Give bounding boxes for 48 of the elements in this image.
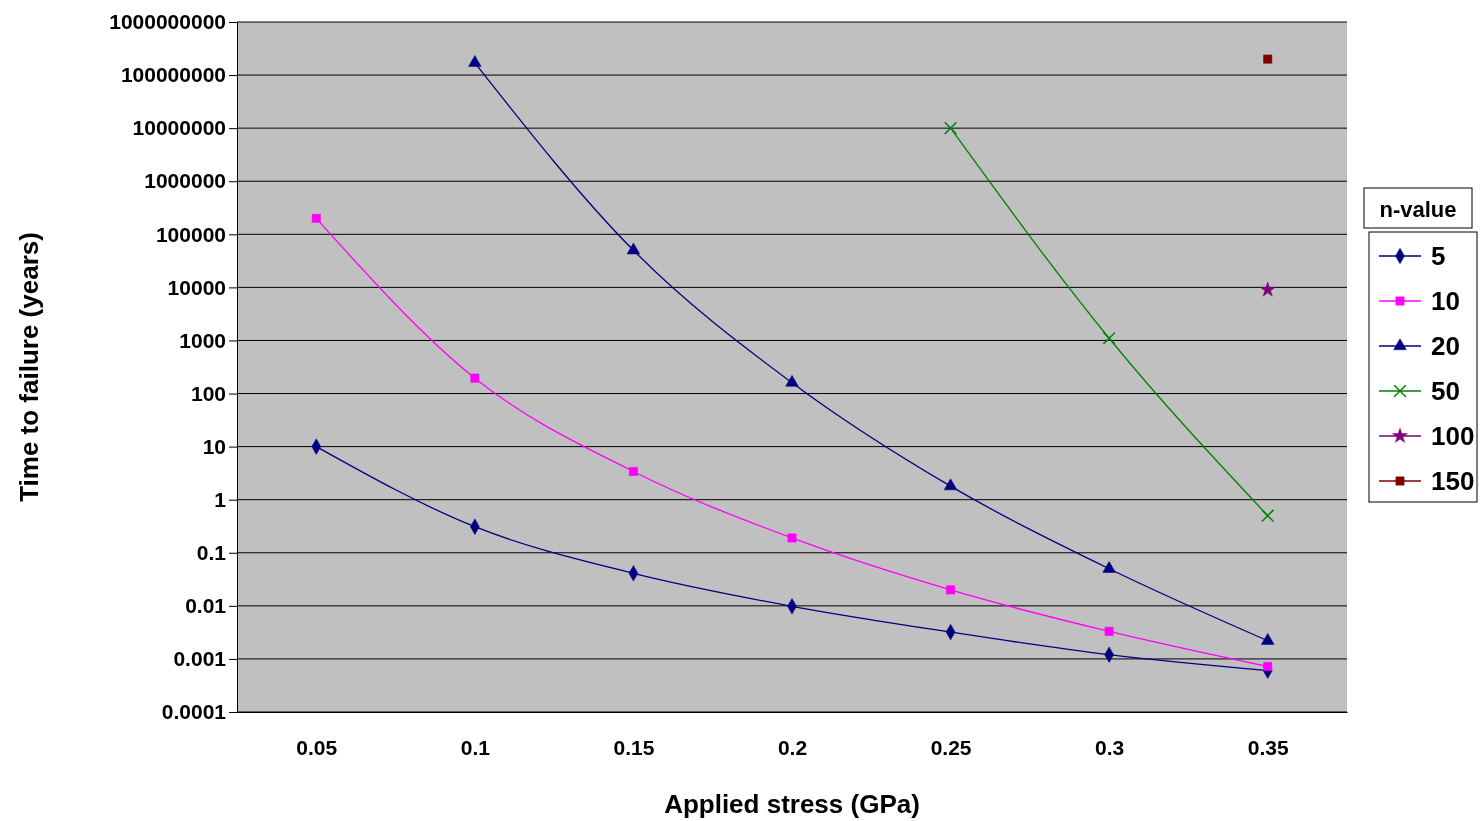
- point: [1104, 626, 1114, 636]
- legend-label: 100: [1431, 421, 1475, 451]
- legend-label: 20: [1431, 331, 1460, 361]
- point: [946, 585, 956, 595]
- x-tick-label: 0.15: [613, 735, 655, 759]
- x-tick-label: 0.3: [1095, 735, 1125, 759]
- x-axis-title: Applied stress (GPa): [664, 789, 920, 819]
- y-tick-label: 1000: [179, 328, 226, 352]
- y-axis-title: Time to failure (years): [14, 232, 44, 502]
- x-tick-label: 0.05: [296, 735, 338, 759]
- point: [787, 533, 797, 543]
- y-tick-label: 10000: [167, 275, 226, 299]
- point: [629, 467, 638, 476]
- legend-title: n-value: [1379, 197, 1457, 222]
- y-tick-label: 0.0001: [161, 700, 227, 724]
- y-tick-label: 0.01: [185, 594, 227, 618]
- point: [1263, 662, 1273, 671]
- point: [944, 121, 958, 135]
- legend-label: 10: [1431, 286, 1460, 316]
- x-tick-label: 0.35: [1247, 735, 1289, 759]
- legend-label: 150: [1431, 466, 1475, 496]
- y-tick-label: 1000000: [144, 169, 226, 193]
- y-tick-label: 10: [202, 434, 226, 458]
- legend-label: 5: [1431, 241, 1446, 271]
- y-tick-label: 0.1: [196, 540, 227, 564]
- point: [943, 478, 958, 491]
- point: [1261, 509, 1275, 523]
- x-tick-label: 0.2: [777, 735, 808, 759]
- legend-label: 50: [1431, 376, 1460, 406]
- point: [626, 242, 641, 255]
- y-tick-label: 10000000: [132, 116, 226, 140]
- y-tick-label: 1000000000: [109, 10, 226, 34]
- point: [311, 213, 321, 223]
- point: [1102, 561, 1116, 573]
- point: [470, 373, 480, 383]
- x-tick-label: 0.1: [460, 735, 491, 759]
- point: [785, 375, 799, 387]
- point: [1263, 54, 1273, 64]
- y-tick-label: 100000: [155, 222, 226, 246]
- point: [1102, 331, 1116, 345]
- y-tick-label: 1: [214, 487, 227, 511]
- y-tick-label: 100000000: [120, 63, 226, 87]
- y-tick-label: 0.001: [173, 647, 227, 671]
- point: [1259, 281, 1276, 297]
- x-tick-label: 0.25: [930, 735, 972, 759]
- point: [1261, 633, 1275, 645]
- y-tick-label: 100: [190, 381, 226, 405]
- point: [468, 55, 482, 67]
